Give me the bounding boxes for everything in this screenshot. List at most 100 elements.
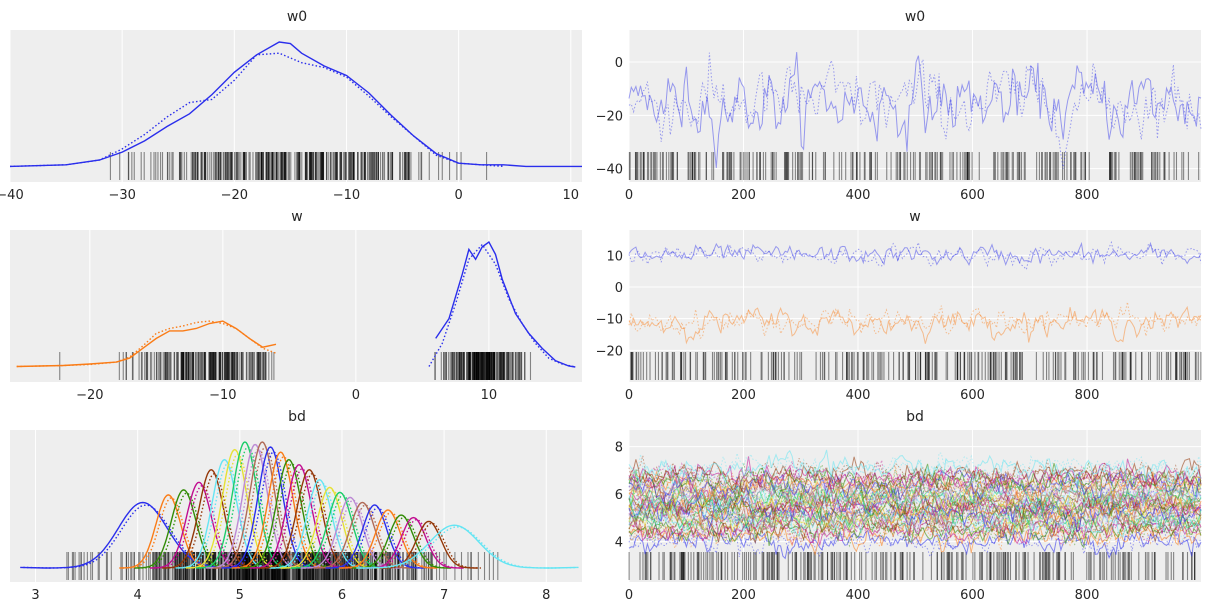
x-tick-label-w-trace: 0 [625,388,633,403]
density-line-w-2 [435,240,576,368]
panel-w0-density: w0 −40 −30 −20 −10 0 10 [0,9,582,203]
x-tick-label-w0-density: 0 [454,188,462,203]
density-line-bd-4 [162,468,261,569]
plot-content-w-trace: 0 200 400 600 800 10 0 −10 −20 [596,230,1202,403]
x-tick-label-w0-trace: 0 [625,188,633,203]
density-line-bd-22 [352,514,451,569]
x-tick-label-bd-trace: 200 [731,588,756,603]
density-line-bd-dotted-20 [328,506,427,569]
trace-line-bd-dotted-22 [628,462,1202,497]
panel-title-w0-trace: w0 [905,9,925,25]
panel-w-density: w −20 −10 0 10 [10,209,582,403]
x-tick-label-w-trace: 800 [1075,388,1100,403]
plot-content-w-density: −20 −10 0 10 [16,230,576,403]
x-tick-label-w-trace: 200 [731,388,756,403]
y-tick-label-w-trace: −10 [596,313,623,328]
x-tick-label-bd-trace: 600 [960,588,985,603]
x-tick-label-bd-trace: 0 [625,588,633,603]
y-tick-label-w0-trace: 0 [615,56,623,71]
y-tick-label-w-trace: 0 [615,281,623,296]
density-line-w0-0 [9,41,582,168]
plot-area-w0-density [10,30,582,182]
trace-line-bd-dotted-24 [628,455,1202,493]
trace-line-bd-19 [628,475,1202,506]
x-tick-label-w0-trace: 600 [960,188,985,203]
x-tick-label-w-density: 10 [481,388,498,403]
x-tick-label-w-density: −20 [76,388,103,403]
panel-w-trace: w 0 200 400 600 800 10 0 −10 −20 [596,209,1202,403]
x-tick-label-bd-density: 8 [542,588,550,603]
density-line-bd-dotted-10 [224,451,323,569]
x-tick-label-w0-density: −20 [221,188,248,203]
trace-line-bd-25 [628,449,1202,488]
density-line-bd-dotted-22 [355,516,454,569]
trace-line-bd-dotted-0 [628,522,1202,558]
panel-title-w-trace: w [909,209,920,225]
x-tick-label-bd-density: 7 [440,588,448,603]
plot-content-w0-density: −40 −30 −20 −10 0 10 [0,30,582,203]
trace-line-bd-11 [628,490,1202,526]
y-tick-label-bd-trace: 8 [615,441,623,456]
density-line-bd-15 [270,479,369,569]
x-tick-label-w0-density: 10 [563,188,580,203]
x-tick-label-w0-trace: 400 [846,188,871,203]
y-tick-label-w-trace: 10 [606,249,623,264]
trace-line-bd-dotted-10 [628,497,1202,530]
panel-bd-density: bd 3 4 5 6 7 8 [10,409,582,603]
trace-line-bd-5 [628,502,1202,538]
x-tick-label-w0-density: −10 [333,188,360,203]
density-line-bd-dotted-21 [342,511,440,569]
density-line-bd-23 [364,516,463,569]
y-tick-label-bd-trace: 4 [615,536,623,551]
x-tick-label-w-density: −10 [209,388,236,403]
trace-line-bd-1 [628,517,1202,557]
x-tick-label-w-trace: 400 [846,388,871,403]
plot-content-bd-trace: 0 200 400 600 800 8 6 4 [615,430,1202,603]
x-tick-label-bd-density: 5 [236,588,244,603]
density-line-bd-dotted-9 [216,446,315,569]
density-line-bd-2 [134,489,233,569]
density-line-bd-9 [213,441,312,569]
x-tick-label-bd-trace: 400 [846,588,871,603]
x-tick-label-w-density: 0 [352,388,360,403]
x-tick-label-bd-density: 4 [134,588,142,603]
x-tick-label-w0-density: −40 [0,188,24,203]
trace-line-bd-dotted-2 [628,510,1202,548]
density-line-bd-17 [290,491,389,569]
density-line-bd-14 [260,468,359,569]
density-line-bd-dotted-16 [283,489,382,569]
trace-line-bd-21 [628,470,1202,503]
panel-title-w0-density: w0 [287,9,307,25]
trace-line-bd-dotted-18 [628,472,1202,513]
plot-content-bd-density: 3 4 5 6 7 8 [20,430,581,603]
trace-line-w-1 [628,240,1202,271]
trace-line-bd-4 [628,506,1202,544]
density-line-bd-12 [239,458,338,569]
panel-bd-trace: bd 0 200 400 600 800 8 6 4 [615,409,1202,603]
density-line-bd-21 [338,509,437,569]
plot-area-w0-trace [629,30,1201,182]
density-line-bd-16 [280,486,379,569]
panel-title-bd-density: bd [288,409,306,425]
trace-line-bd-dotted-25 [628,452,1202,485]
trace-line-bd-12 [628,488,1202,523]
plot-content-w0-trace: 0 200 400 600 800 0 −20 −40 [596,30,1202,203]
density-line-bd-20 [325,504,424,569]
trace-line-bd-10 [628,494,1202,533]
trace-line-bd-14 [628,483,1202,521]
x-tick-label-w0-trace: 200 [731,188,756,203]
density-line-bd-dotted-17 [294,494,392,569]
panel-w0-trace: w0 0 200 400 600 800 0 −20 −40 [596,9,1202,203]
panel-title-w-density: w [291,209,302,225]
trace-line-w-3 [628,301,1202,340]
y-tick-label-w-trace: −20 [596,344,623,359]
trace-line-bd-dotted-19 [628,471,1202,506]
density-line-bd-dotted-7 [198,446,298,569]
trace-line-w-0 [628,241,1202,267]
trace-line-w0-0 [628,52,1202,169]
trace-line-bd-17 [628,469,1202,519]
panel-title-bd-trace: bd [906,409,924,425]
y-tick-label-w0-trace: −40 [596,163,623,178]
plot-area-w-density [10,230,582,382]
